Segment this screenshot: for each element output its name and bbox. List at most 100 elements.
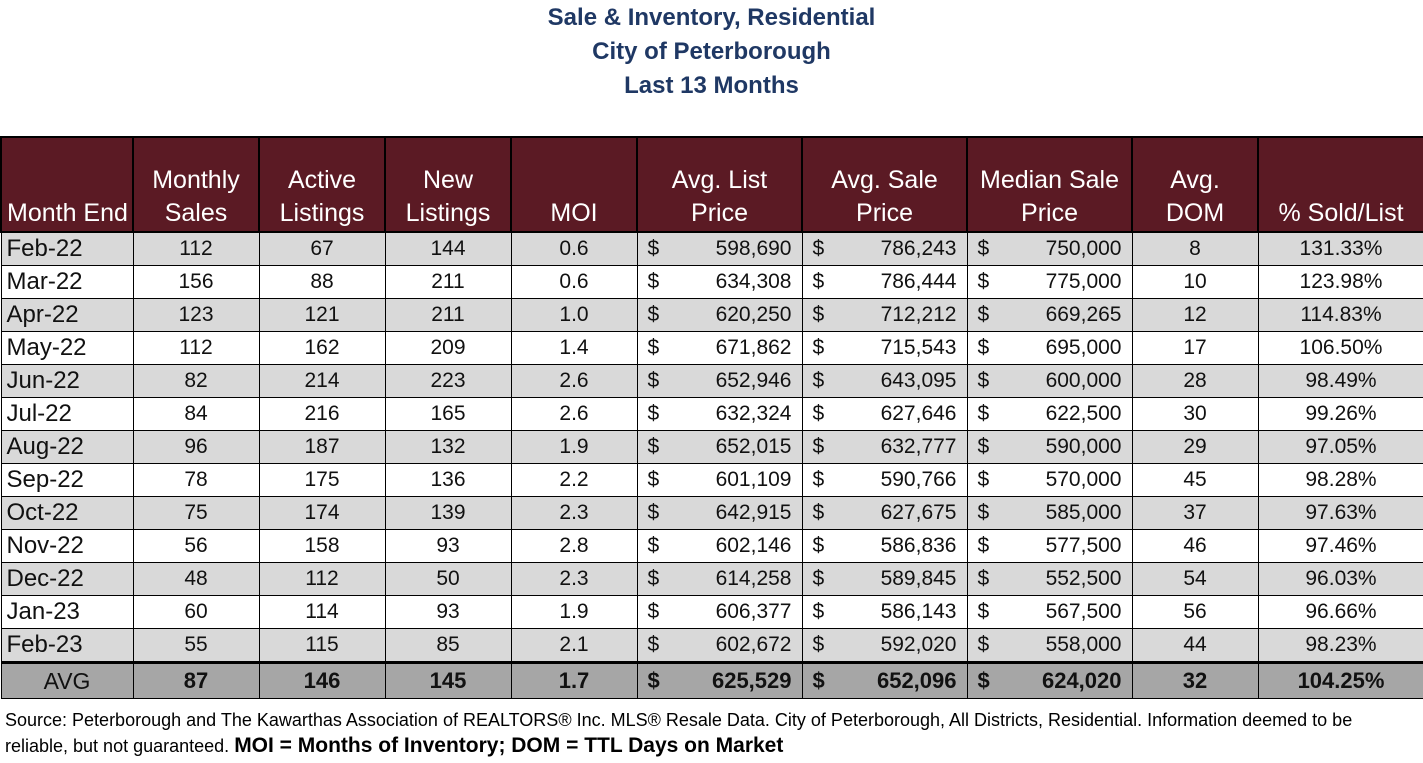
currency-symbol: $ bbox=[977, 468, 990, 491]
cell-value: 652,946 bbox=[715, 369, 792, 392]
cell-active-listings: 158 bbox=[258, 529, 386, 563]
cell-value: 586,836 bbox=[880, 534, 957, 557]
cell-avg-dom: 8 bbox=[1131, 231, 1259, 266]
cell-avg-dom: 37 bbox=[1131, 496, 1259, 530]
cell-new-listings: 209 bbox=[384, 331, 512, 365]
currency-symbol: $ bbox=[812, 668, 825, 693]
cell-new-listings: 223 bbox=[384, 364, 512, 398]
cell-active-listings: 114 bbox=[258, 595, 386, 629]
currency-symbol: $ bbox=[977, 237, 990, 260]
cell-value: 627,646 bbox=[880, 402, 957, 425]
cell-avg-list-price: $642,915 bbox=[636, 496, 803, 530]
cell-month-end: Aug-22 bbox=[0, 430, 134, 464]
currency-symbol: $ bbox=[977, 534, 990, 557]
cell-avg-sale-price: $592,020 bbox=[801, 628, 968, 663]
column-header-line: Listings bbox=[405, 199, 491, 227]
cell-value: 590,766 bbox=[880, 468, 957, 491]
avg-cell-new-listings: 145 bbox=[384, 661, 512, 699]
cell-value: 627,675 bbox=[880, 501, 957, 524]
report-title: Sale & Inventory, Residential bbox=[547, 4, 876, 31]
currency-symbol: $ bbox=[647, 237, 660, 260]
currency-symbol: $ bbox=[977, 336, 990, 359]
column-header-line: Avg. bbox=[1170, 166, 1220, 194]
column-header-new-listings: New Listings bbox=[384, 136, 512, 233]
cell-monthly-sales: 60 bbox=[132, 595, 260, 629]
cell-avg-dom: 28 bbox=[1131, 364, 1259, 398]
cell-monthly-sales: 123 bbox=[132, 298, 260, 332]
cell-active-listings: 214 bbox=[258, 364, 386, 398]
table-row: May-22 112 162 209 1.4 $671,862 $715,543 $695,0… bbox=[0, 331, 1423, 365]
table-row: Mar-22 156 88 211 0.6 $634,308 $786,444 $775,00… bbox=[0, 265, 1423, 299]
column-header-line: Price bbox=[691, 199, 748, 227]
table-row: Feb-22 112 67 144 0.6 $598,690 $786,243 $750,00… bbox=[0, 231, 1423, 266]
cell-pct-sold-list: 96.66% bbox=[1257, 595, 1423, 629]
currency-symbol: $ bbox=[647, 468, 660, 491]
source-text: Source: Peterborough and The Kawarthas A… bbox=[5, 710, 1353, 756]
sales-inventory-table: Month End Monthly Sales Active Listings New Li… bbox=[0, 136, 1423, 699]
cell-month-end: Jan-23 bbox=[0, 595, 134, 629]
cell-monthly-sales: 55 bbox=[132, 628, 260, 663]
cell-moi: 2.3 bbox=[510, 496, 638, 530]
cell-monthly-sales: 75 bbox=[132, 496, 260, 530]
cell-active-listings: 187 bbox=[258, 430, 386, 464]
cell-avg-list-price: $652,015 bbox=[636, 430, 803, 464]
cell-new-listings: 136 bbox=[384, 463, 512, 497]
avg-cell-avg-list-price: $625,529 bbox=[636, 661, 803, 699]
currency-symbol: $ bbox=[647, 534, 660, 557]
column-header-line: Avg. Sale bbox=[831, 166, 938, 194]
currency-symbol: $ bbox=[647, 633, 660, 656]
cell-value: 589,845 bbox=[880, 567, 957, 590]
avg-cell-moi: 1.7 bbox=[510, 661, 638, 699]
cell-value: 590,000 bbox=[1045, 435, 1122, 458]
currency-symbol: $ bbox=[977, 633, 990, 656]
cell-monthly-sales: 96 bbox=[132, 430, 260, 464]
cell-value: 586,143 bbox=[880, 600, 957, 623]
currency-symbol: $ bbox=[812, 468, 825, 491]
cell-median-sale-price: $590,000 bbox=[966, 430, 1133, 464]
cell-median-sale-price: $622,500 bbox=[966, 397, 1133, 431]
column-header-line: Active bbox=[287, 166, 357, 194]
cell-avg-sale-price: $627,675 bbox=[801, 496, 968, 530]
currency-symbol: $ bbox=[812, 435, 825, 458]
cell-moi: 2.6 bbox=[510, 364, 638, 398]
cell-value: 642,915 bbox=[715, 501, 792, 524]
cell-avg-list-price: $614,258 bbox=[636, 562, 803, 596]
currency-symbol: $ bbox=[647, 402, 660, 425]
cell-monthly-sales: 82 bbox=[132, 364, 260, 398]
column-header-month-end: Month End bbox=[0, 136, 134, 233]
cell-value: 600,000 bbox=[1045, 369, 1122, 392]
cell-month-end: Dec-22 bbox=[0, 562, 134, 596]
column-header-line: New bbox=[422, 166, 473, 194]
cell-value: 606,377 bbox=[715, 600, 792, 623]
avg-cell-avg-sale-price: $652,096 bbox=[801, 661, 968, 699]
column-header-line: Monthly bbox=[152, 166, 240, 194]
currency-symbol: $ bbox=[977, 501, 990, 524]
currency-symbol: $ bbox=[647, 303, 660, 326]
currency-symbol: $ bbox=[812, 501, 825, 524]
cell-avg-dom: 17 bbox=[1131, 331, 1259, 365]
cell-new-listings: 93 bbox=[384, 595, 512, 629]
cell-median-sale-price: $570,000 bbox=[966, 463, 1133, 497]
cell-active-listings: 112 bbox=[258, 562, 386, 596]
cell-active-listings: 175 bbox=[258, 463, 386, 497]
cell-value: 786,444 bbox=[880, 270, 957, 293]
column-header-line: Price bbox=[856, 199, 913, 227]
cell-value: 598,690 bbox=[715, 237, 792, 260]
cell-active-listings: 67 bbox=[258, 231, 386, 266]
table-row: Nov-22 56 158 93 2.8 $602,146 $586,836 $577,500… bbox=[0, 529, 1423, 563]
cell-month-end: Jun-22 bbox=[0, 364, 134, 398]
cell-pct-sold-list: 96.03% bbox=[1257, 562, 1423, 596]
cell-median-sale-price: $577,500 bbox=[966, 529, 1133, 563]
currency-symbol: $ bbox=[977, 270, 990, 293]
currency-symbol: $ bbox=[812, 633, 825, 656]
cell-avg-dom: 45 bbox=[1131, 463, 1259, 497]
column-header-line: Month End bbox=[7, 199, 128, 227]
cell-avg-dom: 54 bbox=[1131, 562, 1259, 596]
cell-moi: 2.2 bbox=[510, 463, 638, 497]
source-note: Source: Peterborough and The Kawarthas A… bbox=[5, 707, 1415, 759]
column-header-pct-sold-list: % Sold/List bbox=[1257, 136, 1423, 233]
column-header-line: MOI bbox=[550, 199, 598, 227]
currency-symbol: $ bbox=[977, 567, 990, 590]
cell-median-sale-price: $585,000 bbox=[966, 496, 1133, 530]
currency-symbol: $ bbox=[647, 567, 660, 590]
